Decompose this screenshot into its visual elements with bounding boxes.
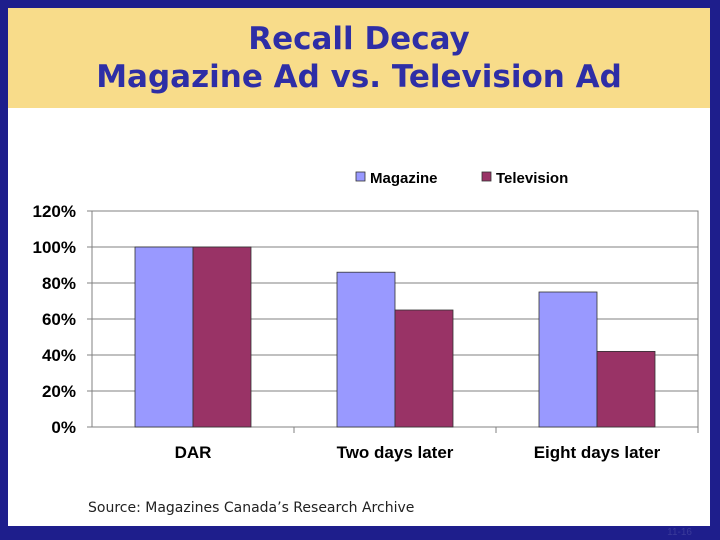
bar-magazine (134, 246, 194, 428)
legend-label-television: Television (496, 170, 568, 187)
bar-television (596, 350, 656, 428)
legend-swatch-television (481, 171, 492, 182)
legend-swatch-magazine (355, 171, 366, 182)
bar-magazine (538, 291, 598, 428)
y-tick-label: 100% (33, 238, 76, 257)
legend-label-magazine: Magazine (370, 170, 438, 187)
y-tick-label: 60% (42, 310, 76, 329)
recall-decay-chart: 0% 20% 40% 60% 80% 100% 120% DAR Two days later E… (33, 170, 699, 462)
y-tick-label: 40% (42, 346, 76, 365)
y-tick-label: 120% (33, 202, 76, 221)
bar-television (192, 246, 252, 428)
slide-content: 0% 20% 40% 60% 80% 100% 120% DAR Two days later E… (8, 108, 710, 526)
title-band: Recall Decay Magazine Ad vs. Television … (8, 8, 710, 108)
x-category-label: Two days later (337, 443, 454, 462)
bar-television (394, 309, 454, 428)
slide-title-line2: Magazine Ad vs. Television Ad (96, 59, 622, 95)
y-tick-label: 20% (42, 382, 76, 401)
slide-title-line1: Recall Decay (248, 21, 470, 57)
x-category-label: Eight days later (534, 443, 661, 462)
source-note: Source: Magazines Canada’s Research Arch… (88, 500, 415, 516)
slide-number: 11-16 (667, 527, 692, 538)
y-tick-label: 80% (42, 274, 76, 293)
bar-magazine (336, 271, 396, 428)
y-tick-label: 0% (51, 418, 76, 437)
x-category-label: DAR (175, 443, 212, 462)
